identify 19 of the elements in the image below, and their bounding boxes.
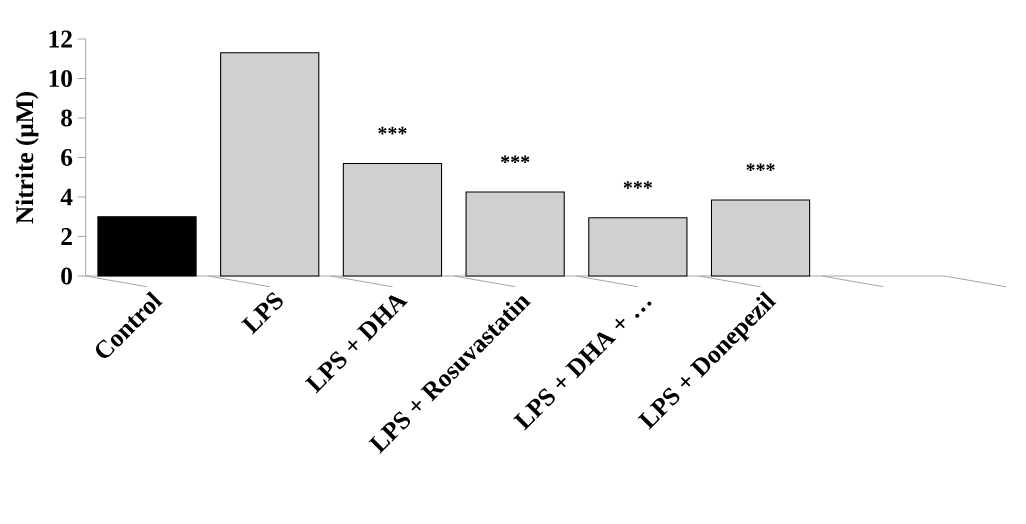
bar bbox=[710, 199, 811, 277]
data-label: *** bbox=[623, 181, 653, 189]
bar bbox=[97, 216, 197, 277]
data-label: *** bbox=[746, 163, 775, 171]
y-tick-label: 12 bbox=[49, 30, 72, 48]
y-tick-label: 6 bbox=[61, 148, 73, 166]
bar bbox=[220, 52, 320, 277]
y-tick-label: 4 bbox=[60, 188, 73, 206]
y-tick-label: 0 bbox=[61, 267, 72, 285]
data-label: *** bbox=[500, 155, 530, 164]
bar bbox=[465, 191, 565, 277]
bar bbox=[342, 162, 443, 277]
x-tick-label: LPS bbox=[241, 291, 283, 335]
bar bbox=[588, 217, 688, 277]
data-label: *** bbox=[378, 126, 407, 135]
y-tick-label: 10 bbox=[49, 69, 72, 88]
y-tick-label: 2 bbox=[61, 228, 72, 245]
y-tick-label: 8 bbox=[61, 109, 73, 127]
y-axis-title: Nitrite (μM) bbox=[15, 92, 39, 224]
